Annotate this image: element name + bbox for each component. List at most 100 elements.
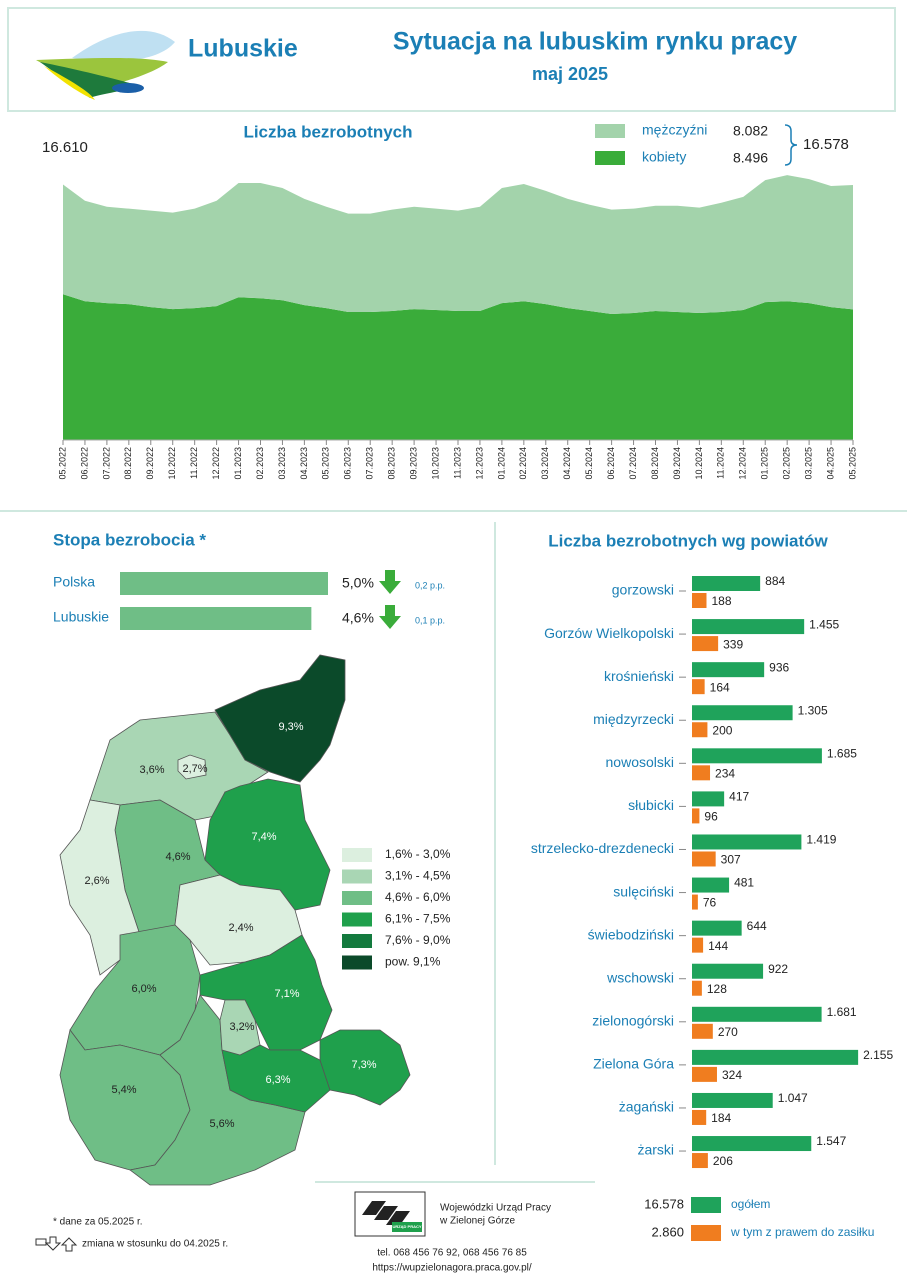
category-label: gorzowski: [612, 582, 674, 598]
legend-label: mężczyźni: [642, 122, 707, 138]
region-label: 3,2%: [229, 1021, 254, 1033]
category-label: międzyrzecki: [593, 711, 674, 727]
map-region: [177, 754, 207, 780]
change-label: 0,1 p.p.: [415, 615, 445, 625]
bar: [692, 851, 716, 867]
latest-total: 16.578: [803, 136, 849, 153]
x-tick-label: 08.2024: [650, 447, 660, 480]
bar: [692, 1066, 717, 1082]
x-tick-label: 03.2024: [540, 447, 550, 480]
map-legend-label: 4,6% - 6,0%: [385, 890, 451, 904]
value-label: 339: [723, 637, 743, 651]
section-title: Stopa bezrobocia *: [53, 530, 206, 549]
x-tick-label: 11.2023: [452, 447, 462, 479]
value-label: 144: [708, 939, 728, 953]
bar: [692, 636, 719, 652]
value-label: 96: [704, 810, 718, 824]
map-legend-label: 3,1% - 4,5%: [385, 869, 451, 883]
x-tick-label: 01.2024: [496, 447, 506, 480]
x-tick-label: 11.2022: [189, 447, 199, 479]
legend-bracket: [784, 124, 798, 166]
x-tick-label: 04.2024: [562, 447, 572, 480]
value-label: 1.455: [809, 617, 839, 631]
category-label: sulęciński: [613, 883, 674, 899]
legend-label: ogółem: [731, 1197, 770, 1211]
section-title: Liczba bezrobotnych: [243, 122, 412, 141]
value-label: 200: [712, 723, 732, 737]
map-region: [59, 799, 141, 976]
x-tick-label: 10.2023: [430, 447, 440, 480]
x-tick-label: 11.2024: [716, 447, 726, 479]
map-legend-swatch: [342, 955, 372, 970]
office-name: Wojewódzki Urząd Pracy: [440, 1203, 551, 1214]
category-label: Polska: [53, 574, 95, 590]
x-tick-label: 01.2023: [233, 447, 243, 480]
x-tick-label: 02.2024: [518, 447, 528, 480]
value-label: 188: [711, 594, 731, 608]
change-arrow: [379, 570, 401, 594]
bar: [692, 920, 742, 936]
region-label: 7,4%: [251, 831, 276, 843]
legend-label: kobiety: [642, 149, 686, 165]
bar: [692, 1109, 707, 1125]
category-label: Zielona Góra: [593, 1056, 674, 1072]
logo: [36, 30, 175, 100]
value-label: 4,6%: [342, 610, 374, 626]
map-legend-swatch: [342, 934, 372, 948]
x-tick-label: 10.2024: [694, 447, 704, 480]
map-region: [214, 654, 346, 783]
bar: [692, 1023, 713, 1039]
value-label: 936: [769, 660, 789, 674]
x-tick-label: 05.2024: [584, 447, 594, 480]
x-tick-label: 07.2022: [101, 447, 111, 480]
x-tick-label: 06.2024: [606, 447, 616, 480]
x-tick-label: 06.2023: [343, 447, 353, 480]
x-tick-label: 08.2022: [123, 447, 133, 480]
value-label: 922: [768, 962, 788, 976]
legend-total: 16.578: [644, 1196, 684, 1211]
x-tick-label: 03.2025: [803, 447, 813, 480]
first-total: 16.610: [42, 139, 88, 156]
x-tick-label: 02.2023: [255, 447, 265, 480]
bar: [692, 662, 765, 678]
bar: [692, 576, 761, 591]
value-label: 307: [721, 853, 741, 867]
region-label: 7,1%: [274, 988, 299, 1000]
legend-value: 8.496: [733, 150, 768, 166]
value-label: 417: [729, 790, 749, 804]
x-tick-label: 09.2023: [408, 447, 418, 480]
bar: [692, 1049, 859, 1065]
x-tick-label: 07.2024: [628, 447, 638, 480]
bar: [692, 834, 802, 850]
category-label: strzelecko-drezdenecki: [531, 840, 674, 856]
map-legend-swatch: [342, 891, 372, 905]
map-legend-swatch: [342, 848, 372, 862]
bar: [692, 1092, 773, 1108]
x-tick-label: 04.2025: [825, 447, 835, 480]
value-label: 164: [710, 680, 730, 694]
value-label: 1.305: [798, 703, 828, 717]
map-legend-label: pow. 9,1%: [385, 955, 441, 969]
area: [63, 175, 853, 314]
bar: [692, 808, 700, 824]
value-label: 76: [703, 896, 717, 910]
region-label: 3,6%: [139, 764, 164, 776]
map-region: [319, 1029, 411, 1106]
x-tick-label: 06.2022: [79, 447, 89, 480]
section-title: Liczba bezrobotnych wg powiatów: [548, 531, 828, 550]
bar: [692, 1006, 822, 1022]
x-tick-label: 09.2022: [145, 447, 155, 480]
value-label: 270: [718, 1025, 738, 1039]
map-legend-swatch: [342, 869, 372, 884]
map-legend-swatch: [342, 912, 372, 927]
bar: [692, 937, 704, 953]
value-label: 5,0%: [342, 575, 374, 591]
x-tick-label: 05.2022: [57, 447, 67, 480]
logo-text: Lubuskie: [188, 35, 298, 63]
value-label: 184: [711, 1111, 731, 1125]
x-tick-label: 10.2022: [167, 447, 177, 480]
bar: [692, 679, 705, 695]
region-label: 6,3%: [265, 1074, 290, 1086]
value-label: 1.547: [816, 1134, 846, 1148]
url: https://wupzielonagora.praca.gov.pl/: [372, 1263, 532, 1274]
